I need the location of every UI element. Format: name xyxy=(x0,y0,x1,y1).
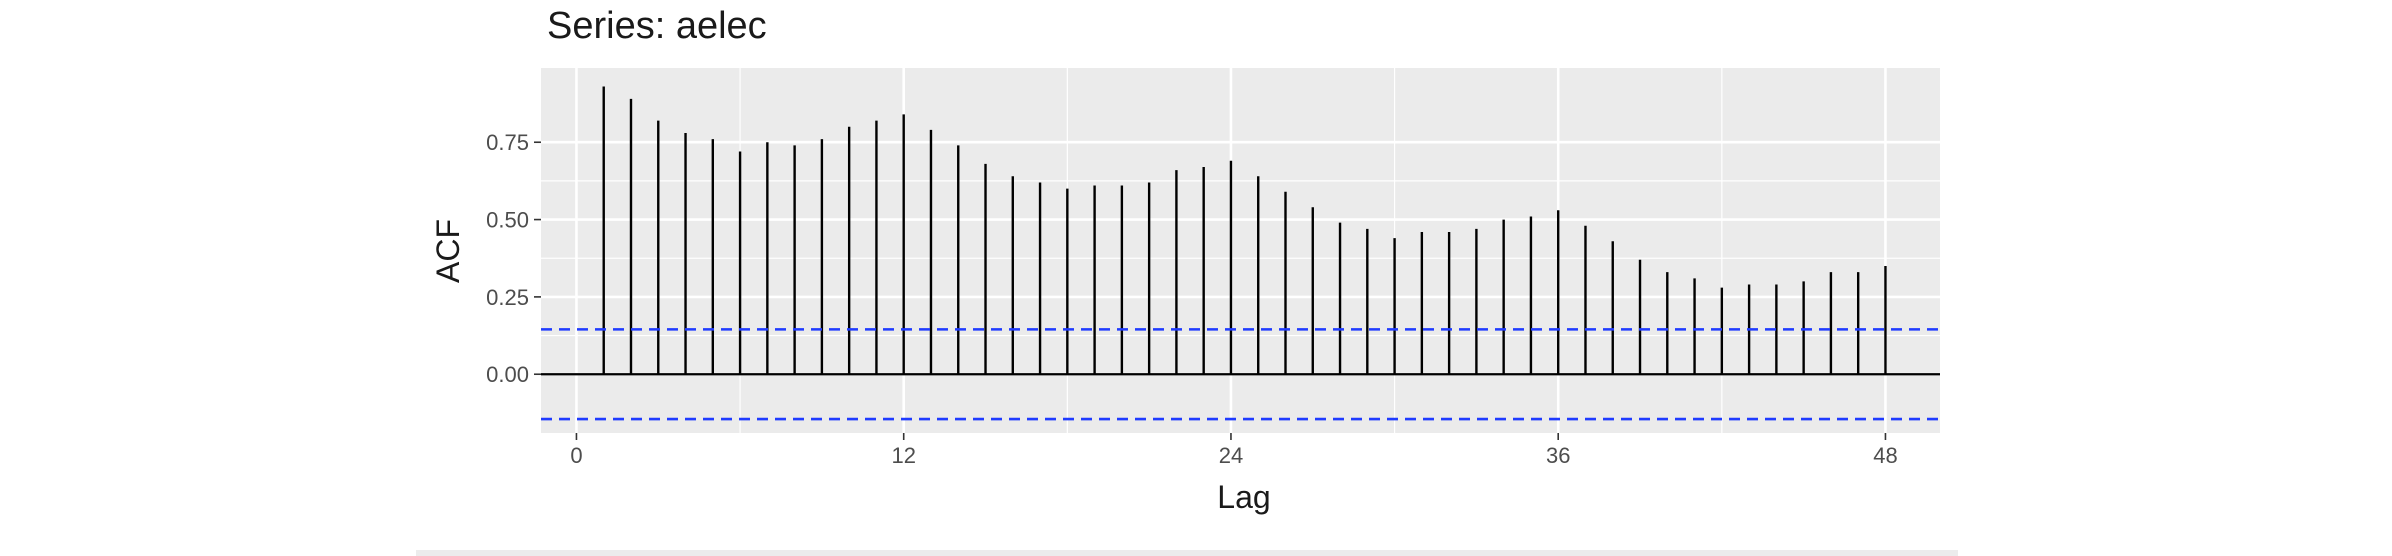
y-tick-label: 0.75 xyxy=(486,130,529,155)
x-tick-label: 0 xyxy=(570,443,582,468)
y-tick-label: 0.25 xyxy=(486,285,529,310)
y-tick-label: 0.50 xyxy=(486,208,529,233)
x-axis: 0 12 24 36 48 xyxy=(570,433,1898,468)
x-axis-title: Lag xyxy=(1217,479,1270,515)
plot-panel xyxy=(541,68,1940,433)
x-tick-label: 12 xyxy=(891,443,915,468)
chart-title: Series: aelec xyxy=(547,5,767,47)
y-axis-title: ACF xyxy=(430,219,466,283)
y-axis: 0.00 0.25 0.50 0.75 xyxy=(486,130,541,387)
x-tick-label: 24 xyxy=(1219,443,1243,468)
bottom-divider xyxy=(416,550,1958,556)
x-tick-label: 48 xyxy=(1873,443,1897,468)
acf-bars xyxy=(541,86,1940,376)
x-tick-label: 36 xyxy=(1546,443,1570,468)
y-tick-label: 0.00 xyxy=(486,362,529,387)
